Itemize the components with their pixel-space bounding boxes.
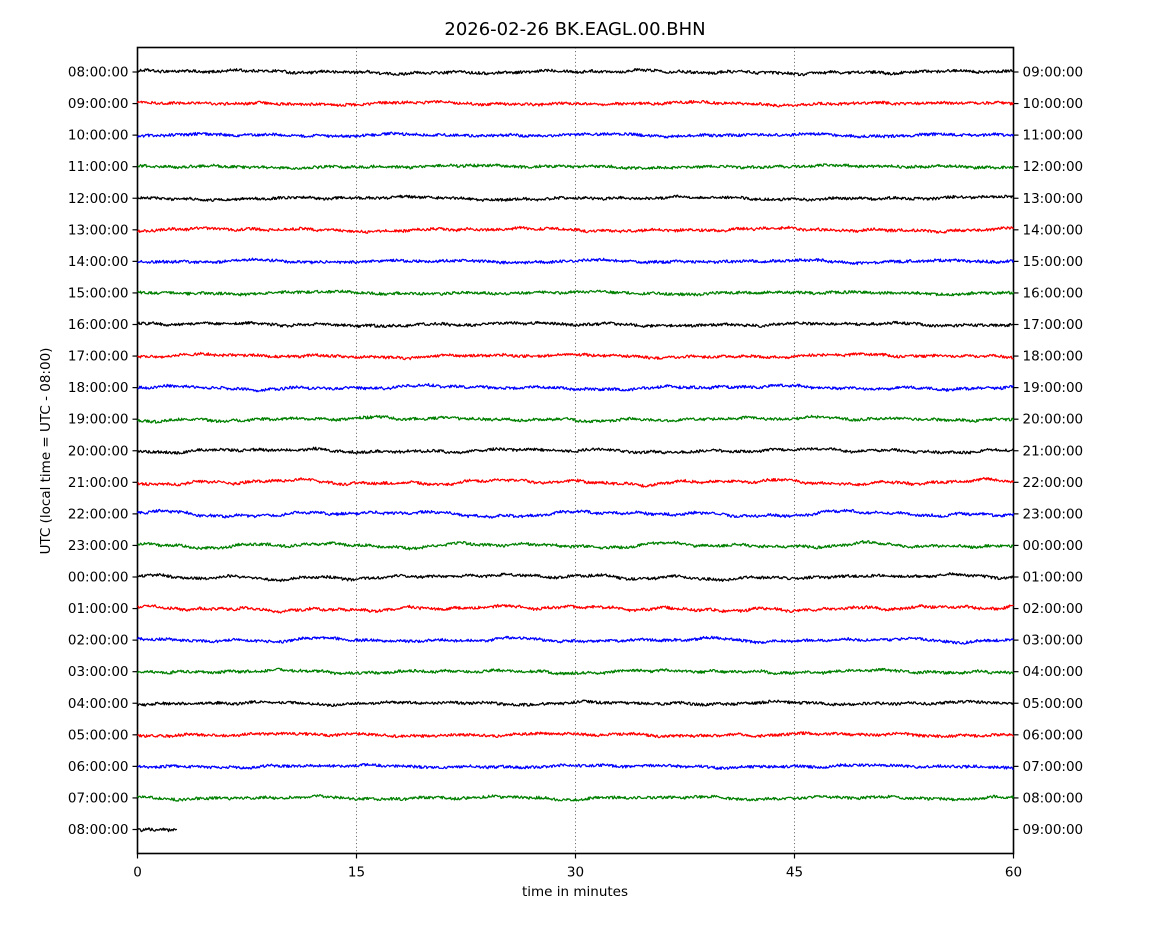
trace-23:00:00 [137, 540, 1014, 551]
trace-03:00:00 [136, 667, 1014, 676]
trace-05:00:00 [137, 731, 1015, 739]
trace-14:00:00 [137, 257, 1015, 266]
right-tick-label: 11:00:00 [1023, 128, 1084, 144]
x-tick-label: 0 [133, 865, 142, 881]
x-axis-label: time in minutes [521, 884, 629, 900]
x-tick-label: 15 [348, 865, 365, 881]
trace-17:00:00 [137, 351, 1014, 361]
trace-20:00:00 [137, 446, 1014, 455]
left-tick-label: 18:00:00 [68, 380, 129, 396]
left-tick-label: 07:00:00 [68, 790, 129, 806]
right-tick-label: 00:00:00 [1023, 538, 1084, 554]
right-tick-label: 16:00:00 [1023, 285, 1084, 301]
x-tick-label: 30 [567, 865, 584, 881]
trace-02:00:00 [136, 635, 1014, 645]
right-tick-label: 20:00:00 [1023, 412, 1084, 428]
left-tick-label: 13:00:00 [68, 222, 129, 238]
trace-22:00:00 [136, 508, 1015, 519]
trace-08:00:00 [137, 68, 1014, 77]
left-tick-label: 02:00:00 [68, 633, 129, 649]
trace-18:00:00 [137, 382, 1014, 393]
right-tick-label: 05:00:00 [1023, 696, 1084, 712]
trace-15:00:00 [137, 289, 1015, 297]
left-tick-label: 01:00:00 [68, 601, 129, 617]
left-tick-label: 21:00:00 [68, 475, 129, 491]
trace-16:00:00 [137, 320, 1014, 329]
left-tick-label: 10:00:00 [68, 128, 129, 144]
right-tick-label: 15:00:00 [1023, 254, 1084, 270]
right-tick-label: 19:00:00 [1023, 380, 1084, 396]
left-tick-label: 03:00:00 [68, 664, 129, 680]
left-tick-label: 22:00:00 [68, 506, 129, 522]
trace-06:00:00 [136, 762, 1014, 770]
left-tick-label: 17:00:00 [68, 349, 129, 365]
x-tick-label: 60 [1005, 865, 1022, 881]
right-tick-label: 01:00:00 [1023, 570, 1084, 586]
right-tick-label: 08:00:00 [1023, 790, 1084, 806]
left-tick-label: 12:00:00 [68, 191, 129, 207]
right-tick-label: 14:00:00 [1023, 222, 1084, 238]
left-tick-label: 04:00:00 [68, 696, 129, 712]
right-tick-label: 12:00:00 [1023, 159, 1084, 175]
right-tick-label: 13:00:00 [1023, 191, 1084, 207]
left-tick-label: 00:00:00 [68, 570, 129, 586]
left-tick-label: 20:00:00 [68, 443, 129, 459]
right-tick-label: 18:00:00 [1023, 349, 1084, 365]
trace-08:00:00 [136, 827, 178, 833]
chart-title: 2026-02-26 BK.EAGL.00.BHN [444, 19, 706, 40]
left-tick-label: 16:00:00 [68, 317, 129, 333]
trace-13:00:00 [137, 225, 1014, 234]
trace-01:00:00 [137, 603, 1014, 614]
trace-19:00:00 [136, 414, 1015, 424]
right-tick-label: 17:00:00 [1023, 317, 1084, 333]
trace-07:00:00 [136, 794, 1015, 802]
right-tick-label: 09:00:00 [1023, 65, 1084, 81]
left-tick-label: 14:00:00 [68, 254, 129, 270]
trace-00:00:00 [137, 572, 1015, 583]
trace-09:00:00 [136, 99, 1015, 108]
left-tick-label: 09:00:00 [68, 96, 129, 112]
right-tick-label: 22:00:00 [1023, 475, 1084, 491]
left-tick-label: 19:00:00 [68, 412, 129, 428]
left-tick-label: 08:00:00 [68, 65, 129, 81]
x-tick-label: 45 [786, 865, 803, 881]
right-tick-label: 07:00:00 [1023, 759, 1084, 775]
trace-10:00:00 [137, 131, 1015, 139]
right-tick-label: 06:00:00 [1023, 727, 1084, 743]
left-tick-label: 06:00:00 [68, 759, 129, 775]
right-tick-label: 02:00:00 [1023, 601, 1084, 617]
left-tick-label: 08:00:00 [68, 822, 129, 838]
right-tick-label: 10:00:00 [1023, 96, 1084, 112]
trace-21:00:00 [137, 476, 1015, 488]
right-tick-label: 09:00:00 [1023, 822, 1084, 838]
trace-12:00:00 [136, 194, 1014, 202]
right-tick-label: 04:00:00 [1023, 664, 1084, 680]
right-tick-label: 03:00:00 [1023, 633, 1084, 649]
left-tick-label: 23:00:00 [68, 538, 129, 554]
trace-11:00:00 [137, 163, 1014, 170]
left-tick-label: 05:00:00 [68, 727, 129, 743]
left-tick-label: 11:00:00 [68, 159, 129, 175]
right-tick-label: 23:00:00 [1023, 506, 1084, 522]
right-tick-label: 21:00:00 [1023, 443, 1084, 459]
trace-04:00:00 [137, 699, 1015, 708]
left-tick-label: 15:00:00 [68, 285, 129, 301]
